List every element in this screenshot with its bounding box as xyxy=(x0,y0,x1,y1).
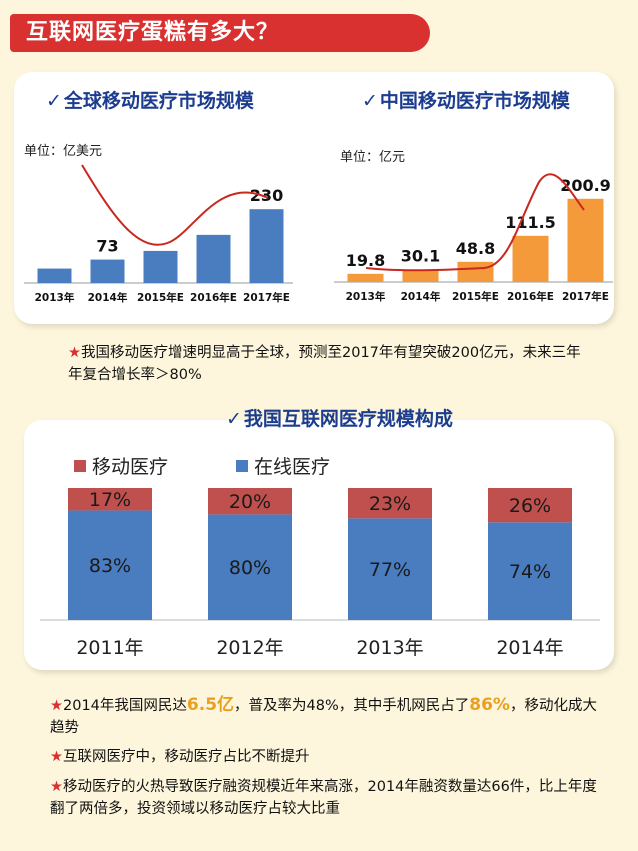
check-icon: ✓ xyxy=(362,90,378,112)
check-icon: ✓ xyxy=(226,408,242,430)
data-label: 111.5 xyxy=(505,213,556,232)
segment-label: 20% xyxy=(229,491,271,513)
segment-label: 77% xyxy=(369,559,411,581)
legend-mobile: 移动医疗 xyxy=(74,452,168,479)
stacked-bar-segment xyxy=(68,510,152,620)
x-tick-label: 2015年E xyxy=(137,291,184,304)
segment-label: 23% xyxy=(369,493,411,515)
bar xyxy=(90,259,125,283)
data-label: 200.9 xyxy=(560,176,611,195)
page-title: 互联网医疗蛋糕有多大？ xyxy=(10,14,430,52)
global-market-chart: 2013年 73 2014年 2015年E 2016年E 230 2017年E xyxy=(24,164,293,304)
star-icon: ★ xyxy=(50,779,63,795)
global-unit-label: 单位：亿美元 xyxy=(24,144,103,159)
bar xyxy=(512,235,549,282)
x-tick-label: 2013年 xyxy=(356,637,423,659)
note-3: ★互联网医疗中，移动医疗占比不断提升 xyxy=(50,749,310,765)
note-4: ★移动医疗的火热导致医疗融资规模近年来高涨，2014年融资数量达66件，比上年度… xyxy=(50,779,597,817)
bar xyxy=(567,198,604,282)
star-icon: ★ xyxy=(50,698,63,714)
data-label: 30.1 xyxy=(401,247,440,266)
segment-label: 83% xyxy=(89,555,131,577)
data-label: 73 xyxy=(96,237,118,256)
data-label: 230 xyxy=(250,186,283,205)
stacked-bar-segment xyxy=(348,518,432,620)
x-tick-label: 2014年 xyxy=(401,290,441,303)
stacked-bar-segment xyxy=(208,514,292,620)
china-chart-title: ✓ 中国移动医疗市场规模 xyxy=(362,90,570,112)
x-tick-label: 2016年E xyxy=(190,291,237,304)
x-tick-label: 2012年 xyxy=(216,637,283,659)
x-tick-label: 2013年 xyxy=(35,291,75,304)
segment-label: 17% xyxy=(89,489,131,511)
segment-label: 74% xyxy=(509,561,551,583)
note-2: ★2014年我国网民达6.5亿，普及率为48%，其中手机网民占了86%，移动化成… xyxy=(50,695,597,736)
trend-line xyxy=(365,173,585,272)
x-tick-label: 2016年E xyxy=(507,290,554,303)
stacked-bar-segment xyxy=(68,488,152,511)
composition-chart: 83% 17% 2011年 80% 20% 2012年 77% 23% 2013年 74% 26% 2… xyxy=(40,488,600,659)
stacked-bar-segment xyxy=(208,488,292,515)
segment-label: 80% xyxy=(229,557,271,579)
x-tick-label: 2017年E xyxy=(562,290,609,303)
bar xyxy=(37,268,72,283)
data-label: 48.8 xyxy=(456,239,495,258)
composition-chart-title: ✓ 我国互联网医疗规模构成 xyxy=(226,408,453,430)
legend-online: 在线医疗 xyxy=(236,452,330,479)
stacked-bar-segment xyxy=(488,488,572,523)
x-tick-label: 2011年 xyxy=(76,637,143,659)
china-market-chart: 19.8 2013年 30.1 2014年 48.8 2015年E 111.5 2016年E 2… xyxy=(334,173,613,303)
note-1: ★我国移动医疗增速明显高于全球，预测至2017年有望突破200亿元，未来三年年复… xyxy=(68,345,581,383)
bar xyxy=(347,273,384,282)
bar xyxy=(249,209,284,283)
netizen-count: 6.5亿 xyxy=(186,695,235,715)
data-label: 19.8 xyxy=(346,251,385,270)
stacked-bar-segment xyxy=(488,522,572,620)
china-unit-label: 单位：亿元 xyxy=(340,150,406,165)
star-icon: ★ xyxy=(68,345,81,361)
x-tick-label: 2013年 xyxy=(346,290,386,303)
legend-swatch-online xyxy=(236,459,248,472)
x-tick-label: 2014年 xyxy=(496,637,563,659)
segment-label: 26% xyxy=(509,495,551,517)
bar xyxy=(196,234,231,283)
stacked-bar-segment xyxy=(348,488,432,519)
x-tick-label: 2014年 xyxy=(88,291,128,304)
bar xyxy=(457,261,494,282)
check-icon: ✓ xyxy=(46,90,62,112)
bar xyxy=(402,269,439,282)
mobile-share: 86% xyxy=(469,695,510,715)
bar xyxy=(143,250,178,283)
star-icon: ★ xyxy=(50,749,63,765)
legend-swatch-mobile xyxy=(74,459,86,472)
x-tick-label: 2017年E xyxy=(243,291,290,304)
x-tick-label: 2015年E xyxy=(452,290,499,303)
trend-line xyxy=(81,164,269,246)
global-chart-title: ✓ 全球移动医疗市场规模 xyxy=(46,90,254,112)
